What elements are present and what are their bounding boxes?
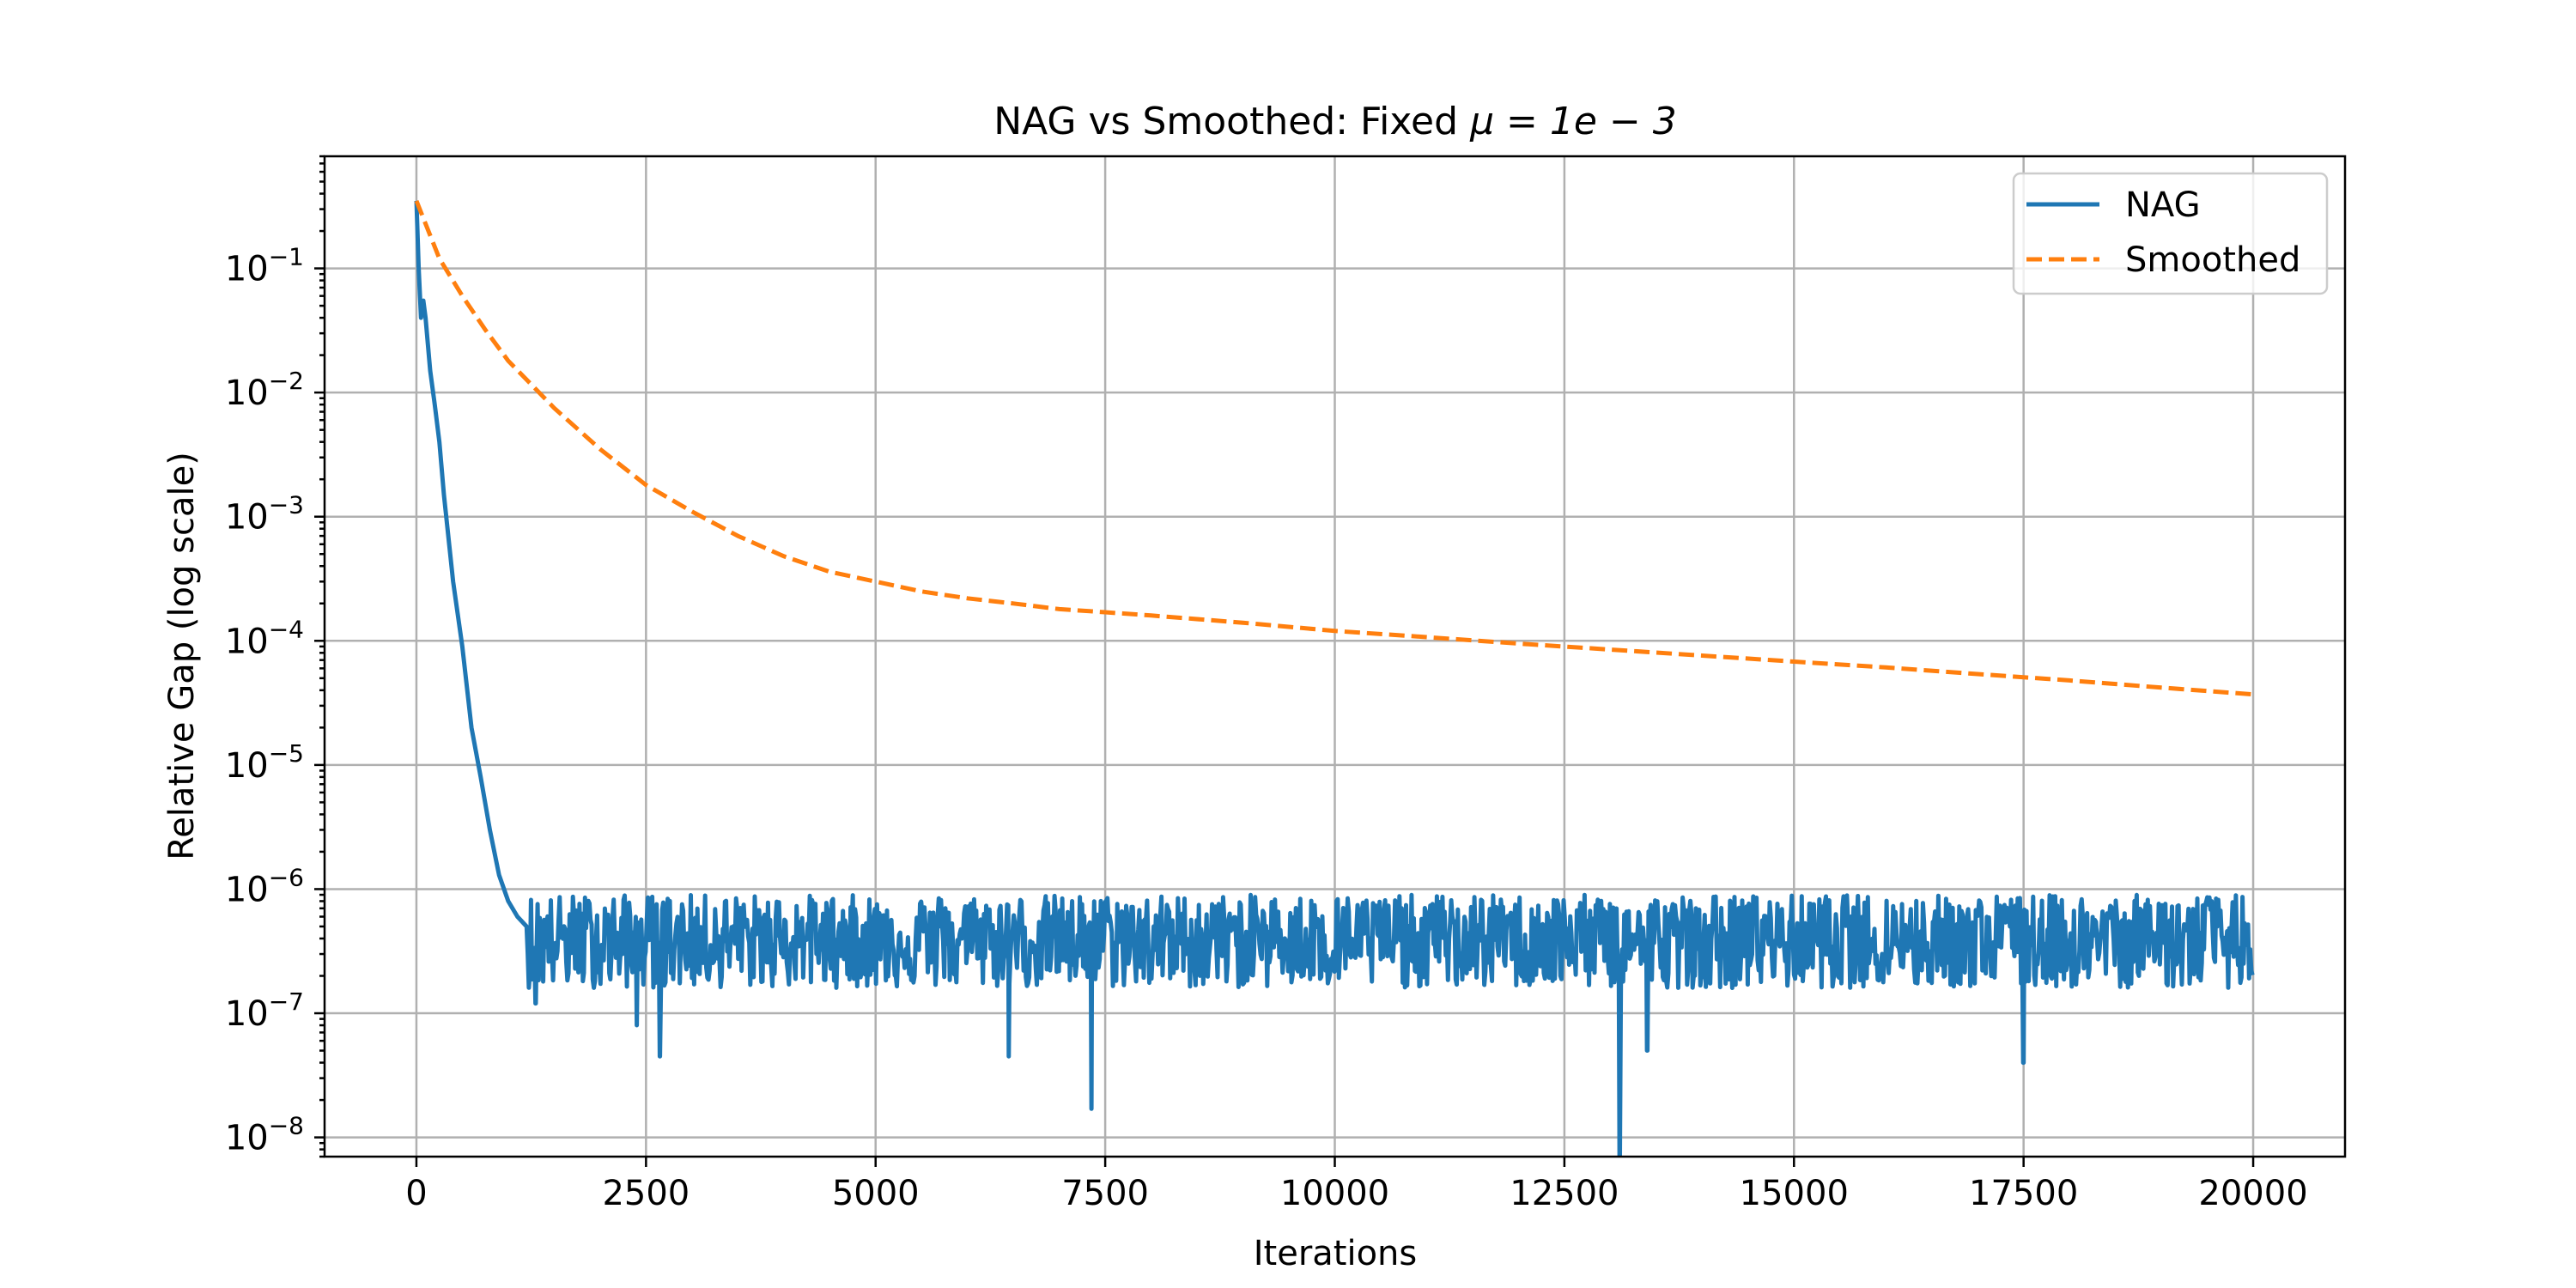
x-tick-label: 0 xyxy=(405,1174,427,1213)
x-tick-label: 12500 xyxy=(1510,1174,1619,1213)
legend: NAG Smoothed xyxy=(2012,172,2329,295)
smoothed-series-line xyxy=(414,199,2254,697)
legend-nag-label: NAG xyxy=(2125,185,2201,225)
x-tick-label: 15000 xyxy=(1740,1174,1849,1213)
y-axis: 10−8 10−7 10−6 10−5 10−4 10−3 10−2 10−1 xyxy=(225,155,325,1158)
y-tick-label: 10−2 xyxy=(225,367,304,413)
y-tick-label: 10−3 xyxy=(225,491,304,538)
x-tick-label: 10000 xyxy=(1280,1174,1389,1213)
y-tick-label: 10−1 xyxy=(225,243,304,289)
x-tick-label: 7500 xyxy=(1061,1174,1149,1213)
x-tick-label: 5000 xyxy=(832,1174,920,1213)
y-tick-label: 10−6 xyxy=(225,863,304,909)
y-tick-label: 10−8 xyxy=(225,1112,304,1158)
y-tick-label: 10−4 xyxy=(225,615,304,661)
nag-series-line xyxy=(414,200,2255,1157)
x-tick-label: 2500 xyxy=(602,1174,690,1213)
x-tick-label: 17500 xyxy=(1969,1174,2078,1213)
x-axis: 0 2500 5000 7500 10000 12500 15000 17500 20000 xyxy=(405,1157,2308,1213)
legend-smoothed-label: Smoothed xyxy=(2125,240,2300,280)
y-tick-label: 10−5 xyxy=(225,739,304,786)
chart-title: NAG vs Smoothed: Fixed μ = 1e − 3 xyxy=(993,100,1677,143)
plot-area xyxy=(414,199,2255,1157)
y-tick-label: 10−7 xyxy=(225,987,304,1034)
y-axis-label: Relative Gap (log scale) xyxy=(162,452,202,860)
grid xyxy=(325,156,2345,1157)
x-tick-label: 20000 xyxy=(2198,1174,2307,1213)
x-axis-label: Iterations xyxy=(1254,1234,1418,1273)
